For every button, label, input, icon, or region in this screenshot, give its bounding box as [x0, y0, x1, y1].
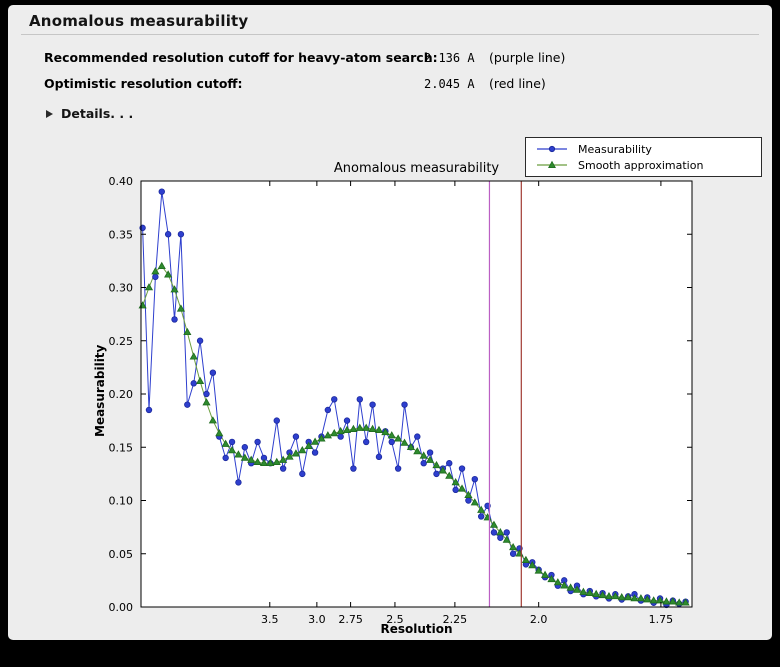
svg-text:0.00: 0.00	[109, 601, 134, 614]
chart-legend: Measurability Smooth approximation	[525, 137, 762, 177]
svg-text:2.0: 2.0	[530, 613, 548, 626]
anomalous-measurability-panel: Anomalous measurability Recommended reso…	[8, 5, 772, 640]
optimistic-cutoff-value: 2.045 A	[424, 77, 475, 91]
legend-sample-green-line-icon	[537, 160, 567, 168]
cutoff-row-recommended: Recommended resolution cutoff for heavy-…	[8, 50, 772, 68]
legend-label-measurability: Measurability	[578, 142, 652, 156]
svg-text:1.75: 1.75	[649, 613, 674, 626]
svg-text:2.5: 2.5	[386, 613, 404, 626]
details-label: Details. . .	[61, 106, 134, 121]
details-disclosure[interactable]: Details. . .	[46, 106, 133, 121]
svg-text:0.40: 0.40	[109, 175, 134, 188]
plot-canvas: 3.5 3.0 2.75 2.5 2.25 2.0 1.75 0.00 0.05 0.10 0.15…	[109, 175, 693, 626]
optimistic-cutoff-note: (red line)	[489, 76, 546, 91]
legend-label-smooth-approximation: Smooth approximation	[578, 158, 704, 172]
svg-text:0.15: 0.15	[109, 441, 134, 454]
legend-item-measurability: Measurability	[535, 141, 755, 157]
recommended-cutoff-label: Recommended resolution cutoff for heavy-…	[44, 50, 438, 65]
recommended-cutoff-note: (purple line)	[489, 50, 566, 65]
cutoff-row-optimistic: Optimistic resolution cutoff: 2.045 A (r…	[8, 76, 772, 94]
page-title: Anomalous measurability	[29, 12, 249, 30]
svg-text:0.25: 0.25	[109, 335, 134, 348]
chart-figure: Anomalous measurability Measurability Re…	[75, 125, 775, 645]
legend-sample-blue-line-icon	[537, 145, 567, 153]
svg-text:3.0: 3.0	[308, 613, 326, 626]
chart-title: Anomalous measurability	[333, 161, 500, 176]
x-axis-label: Resolution	[380, 622, 453, 636]
svg-text:2.75: 2.75	[338, 613, 363, 626]
legend-item-smooth-approximation: Smooth approximation	[535, 157, 755, 173]
svg-text:0.30: 0.30	[109, 282, 134, 295]
disclosure-triangle-icon	[46, 109, 53, 118]
svg-text:3.5: 3.5	[261, 613, 279, 626]
recommended-cutoff-value: 2.136 A	[424, 51, 475, 65]
svg-text:0.20: 0.20	[109, 388, 134, 401]
svg-text:0.05: 0.05	[109, 548, 134, 561]
svg-text:0.10: 0.10	[109, 495, 134, 508]
optimistic-cutoff-label: Optimistic resolution cutoff:	[44, 76, 243, 91]
svg-text:0.35: 0.35	[109, 228, 134, 241]
header-divider	[21, 34, 759, 35]
svg-text:2.25: 2.25	[443, 613, 468, 626]
